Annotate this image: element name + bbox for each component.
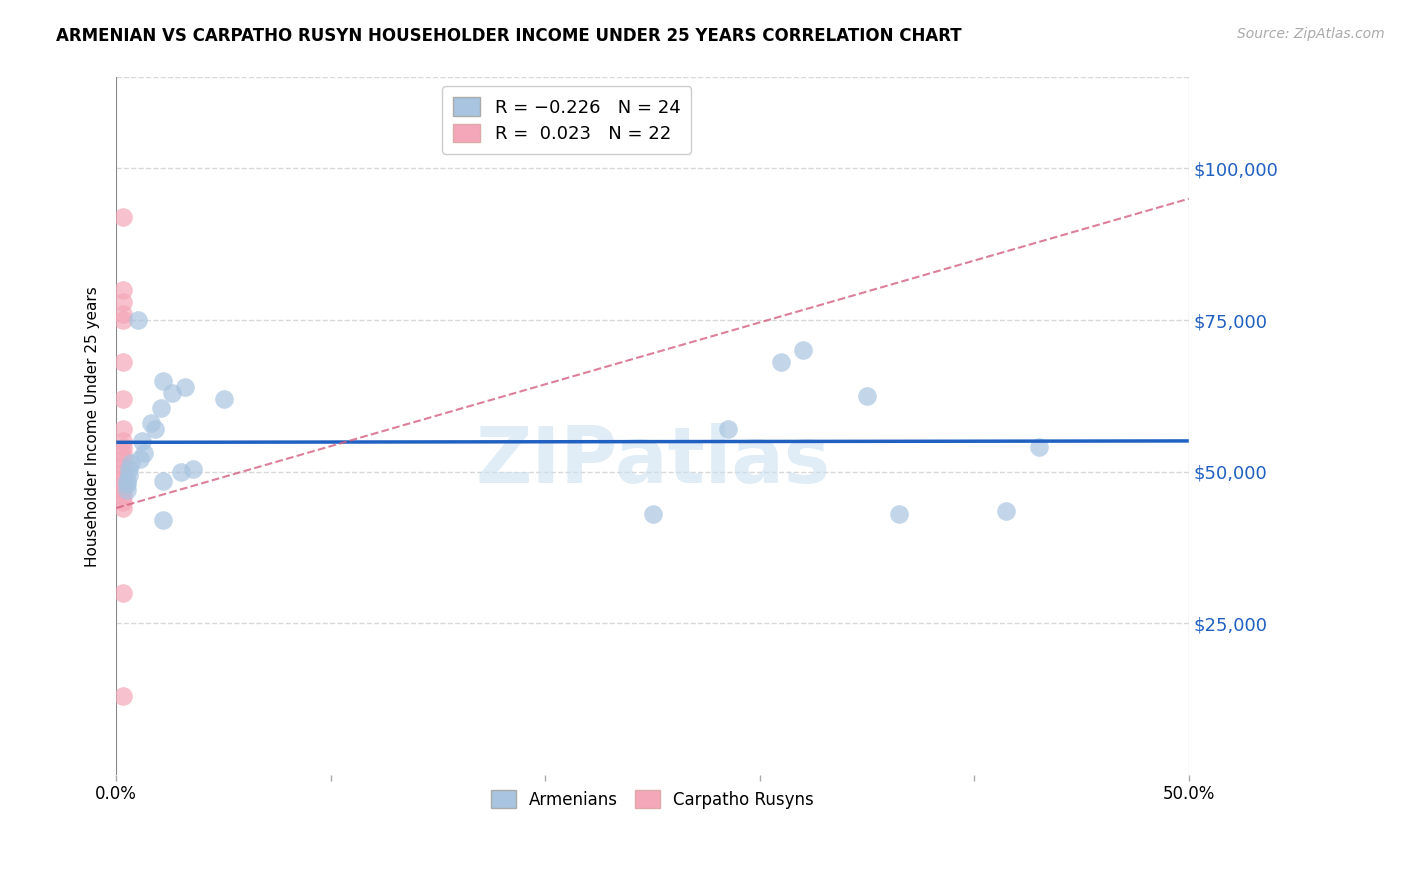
Point	[111, 355, 134, 369]
Point	[111, 500, 134, 515]
Point	[118, 467, 141, 482]
Point	[150, 401, 173, 415]
Point	[111, 313, 134, 327]
Point	[111, 465, 134, 479]
Y-axis label: Householder Income Under 25 years: Householder Income Under 25 years	[86, 285, 100, 566]
Point	[152, 374, 174, 388]
Point	[111, 294, 134, 309]
Point	[111, 422, 134, 436]
Point	[111, 476, 134, 491]
Point	[111, 689, 134, 703]
Point	[111, 307, 134, 321]
Point	[127, 313, 149, 327]
Point	[134, 446, 156, 460]
Point	[183, 461, 205, 475]
Point	[131, 434, 153, 449]
Text: Source: ZipAtlas.com: Source: ZipAtlas.com	[1237, 27, 1385, 41]
Point	[111, 210, 134, 224]
Point	[792, 343, 814, 358]
Point	[111, 441, 134, 455]
Point	[856, 389, 879, 403]
Point	[995, 504, 1018, 518]
Point	[115, 476, 138, 491]
Point	[111, 495, 134, 509]
Point	[111, 452, 134, 467]
Point	[111, 489, 134, 503]
Point	[889, 507, 911, 521]
Point	[115, 483, 138, 497]
Point	[111, 483, 134, 497]
Legend: Armenians, Carpatho Rusyns: Armenians, Carpatho Rusyns	[484, 784, 821, 815]
Text: ZIPatlas: ZIPatlas	[475, 423, 830, 499]
Point	[111, 446, 134, 460]
Point	[111, 471, 134, 485]
Point	[174, 380, 197, 394]
Point	[111, 458, 134, 473]
Point	[1028, 441, 1050, 455]
Point	[152, 474, 174, 488]
Point	[716, 422, 738, 436]
Point	[770, 355, 793, 369]
Point	[160, 385, 183, 400]
Point	[120, 456, 142, 470]
Point	[128, 452, 150, 467]
Point	[115, 474, 138, 488]
Point	[111, 586, 134, 600]
Point	[111, 434, 134, 449]
Point	[118, 461, 141, 475]
Point	[152, 513, 174, 527]
Point	[641, 507, 664, 521]
Point	[139, 416, 162, 430]
Point	[169, 465, 191, 479]
Point	[111, 392, 134, 406]
Point	[111, 283, 134, 297]
Text: ARMENIAN VS CARPATHO RUSYN HOUSEHOLDER INCOME UNDER 25 YEARS CORRELATION CHART: ARMENIAN VS CARPATHO RUSYN HOUSEHOLDER I…	[56, 27, 962, 45]
Point	[143, 422, 166, 436]
Point	[212, 392, 235, 406]
